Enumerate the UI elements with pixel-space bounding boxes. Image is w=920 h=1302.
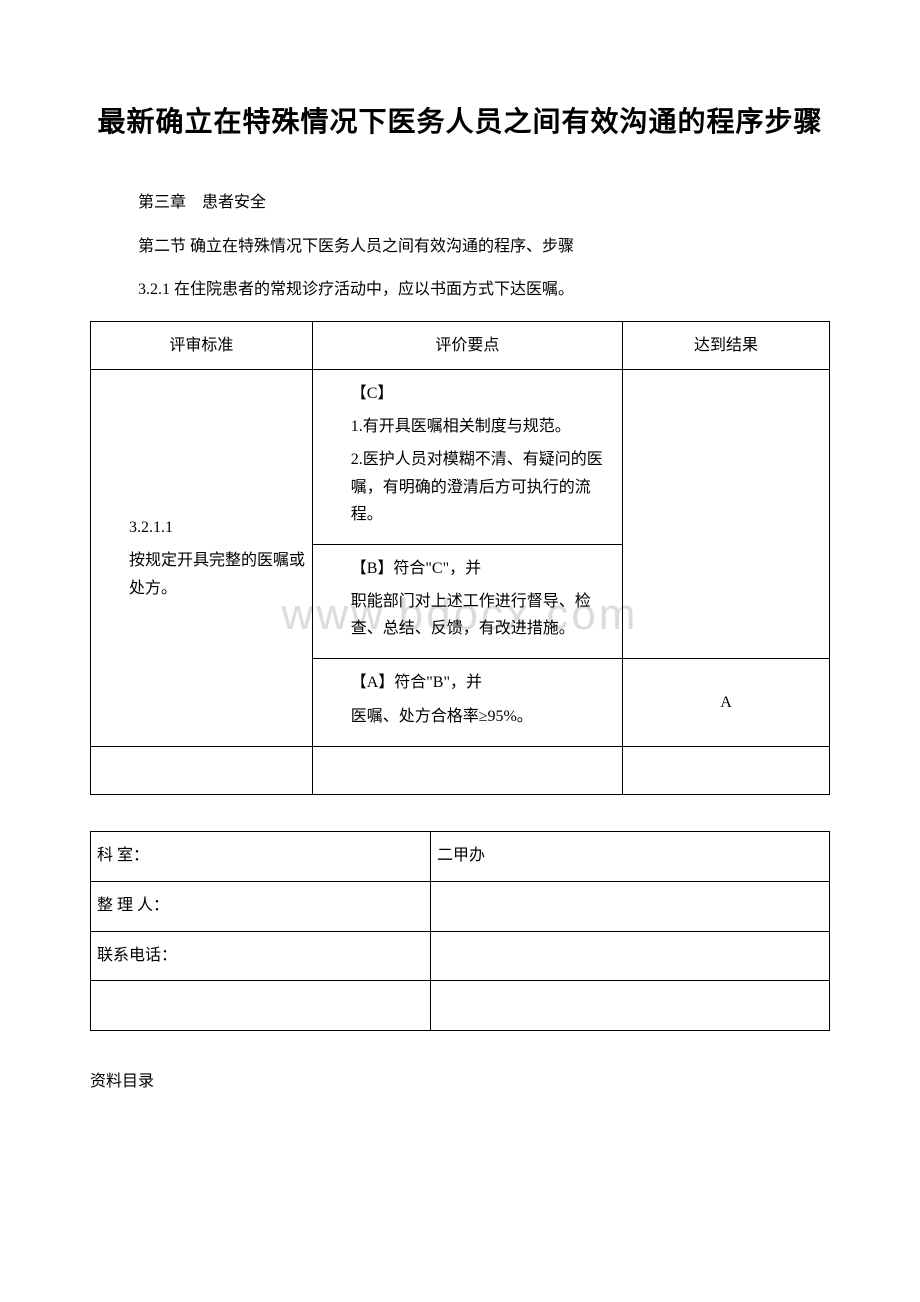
- document-title: 最新确立在特殊情况下医务人员之间有效沟通的程序步骤: [90, 100, 830, 140]
- standard-cell: 3.2.1.1 按规定开具完整的医嘱或处方。: [91, 369, 313, 746]
- standard-desc: 按规定开具完整的医嘱或处方。: [129, 547, 306, 601]
- empty-cell: [91, 746, 313, 794]
- empty-cell: [430, 981, 829, 1031]
- organizer-value: [430, 881, 829, 931]
- dept-label: 科 室：: [91, 832, 431, 882]
- subsection-heading: 3.2.1 在住院患者的常规诊疗活动中，应以书面方式下达医嘱。: [90, 277, 830, 303]
- criteria-b1: 职能部门对上述工作进行督导、检查、总结、反馈，有改进措施。: [351, 588, 616, 642]
- result-a-cell: A: [623, 659, 830, 746]
- standard-id: 3.2.1.1: [129, 514, 306, 541]
- criteria-a-cell: 【A】符合"B"，并 医嘱、处方合格率≥95%。: [312, 659, 622, 746]
- table-row: 联系电话：: [91, 931, 830, 981]
- label-b: 【B】符合"C"，并: [351, 555, 616, 582]
- result-empty-cell: [623, 369, 830, 659]
- criteria-c1: 1.有开具医嘱相关制度与规范。: [351, 413, 616, 440]
- header-result: 达到结果: [623, 321, 830, 369]
- table-header-row: 评审标准 评价要点 达到结果: [91, 321, 830, 369]
- label-a: 【A】符合"B"，并: [351, 669, 616, 696]
- phone-label: 联系电话：: [91, 931, 431, 981]
- table-row: 整 理 人：: [91, 881, 830, 931]
- section-heading: 第二节 确立在特殊情况下医务人员之间有效沟通的程序、步骤: [90, 234, 830, 260]
- evaluation-table: 评审标准 评价要点 达到结果 3.2.1.1 按规定开具完整的医嘱或处方。 【C…: [90, 321, 830, 795]
- info-table: 科 室： 二甲办 整 理 人： 联系电话：: [90, 831, 830, 1031]
- dept-value: 二甲办: [430, 832, 829, 882]
- empty-cell: [623, 746, 830, 794]
- empty-cell: [91, 981, 431, 1031]
- criteria-c-cell: 【C】 1.有开具医嘱相关制度与规范。 2.医护人员对模糊不清、有疑问的医嘱，有…: [312, 369, 622, 544]
- table-row: [91, 981, 830, 1031]
- table-row: 3.2.1.1 按规定开具完整的医嘱或处方。 【C】 1.有开具医嘱相关制度与规…: [91, 369, 830, 544]
- header-points: 评价要点: [312, 321, 622, 369]
- criteria-b-cell: 【B】符合"C"，并 职能部门对上述工作进行督导、检查、总结、反馈，有改进措施。: [312, 544, 622, 659]
- criteria-a1: 医嘱、处方合格率≥95%。: [351, 703, 616, 730]
- chapter-heading: 第三章 患者安全: [90, 190, 830, 216]
- materials-toc: 资料目录: [90, 1067, 830, 1091]
- criteria-c2: 2.医护人员对模糊不清、有疑问的医嘱，有明确的澄清后方可执行的流程。: [351, 446, 616, 528]
- organizer-label: 整 理 人：: [91, 881, 431, 931]
- table-row: 科 室： 二甲办: [91, 832, 830, 882]
- header-standard: 评审标准: [91, 321, 313, 369]
- table-row: [91, 746, 830, 794]
- label-c: 【C】: [351, 380, 616, 407]
- phone-value: [430, 931, 829, 981]
- empty-cell: [312, 746, 622, 794]
